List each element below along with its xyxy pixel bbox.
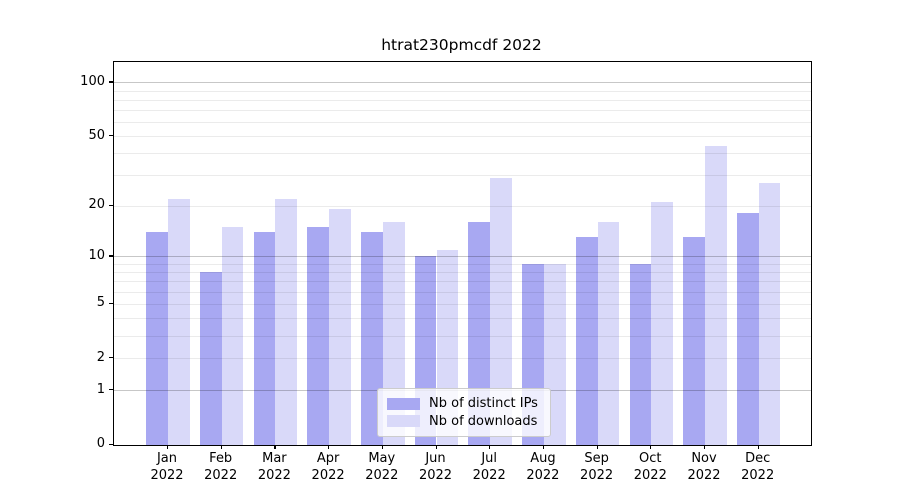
- x-tick-label: Oct 2022: [633, 451, 667, 483]
- legend-row-downloads: Nb of downloads: [387, 413, 542, 431]
- bar-downloads: [275, 198, 298, 445]
- x-tick-label: Jul 2022: [472, 451, 506, 483]
- grid-line: [114, 82, 811, 84]
- grid-line: [114, 110, 811, 112]
- y-tick-mark: [109, 389, 113, 391]
- legend: Nb of distinct IPs Nb of downloads: [377, 388, 551, 437]
- x-tick-mark: [704, 444, 706, 449]
- x-tick-label: Sep 2022: [580, 451, 614, 483]
- y-tick-mark: [109, 357, 113, 359]
- y-tick-label: 1: [96, 381, 105, 397]
- x-tick-label: Dec 2022: [741, 451, 775, 483]
- grid-line: [114, 136, 811, 137]
- y-tick-label: 50: [88, 127, 105, 143]
- x-tick-label: Jun 2022: [418, 451, 453, 483]
- y-tick-label: 100: [80, 73, 105, 89]
- x-tick-label: Aug 2022: [526, 451, 560, 483]
- x-tick-mark: [596, 444, 598, 449]
- legend-swatch-distinct-ips: [387, 397, 420, 410]
- grid-line: [114, 272, 811, 274]
- grid-line: [114, 318, 811, 320]
- x-tick-mark: [220, 444, 222, 449]
- x-tick-label: Jan 2022: [150, 451, 184, 483]
- y-tick-mark: [109, 443, 113, 445]
- y-tick-mark: [109, 302, 113, 305]
- bar-distinct-ips: [199, 272, 222, 445]
- bar-distinct-ips: [736, 213, 759, 445]
- x-tick-label: Nov 2022: [687, 451, 721, 483]
- legend-row-distinct-ips: Nb of distinct IPs: [387, 395, 542, 413]
- x-tick-mark: [381, 444, 383, 449]
- bar-downloads: [168, 198, 190, 445]
- y-tick-mark: [109, 81, 113, 83]
- bar-distinct-ips: [629, 263, 652, 445]
- bar-distinct-ips: [575, 237, 598, 445]
- y-tick-label: 5: [96, 295, 105, 311]
- bar-downloads: [221, 226, 244, 445]
- legend-label-downloads: Nb of downloads: [429, 413, 538, 429]
- bar-downloads: [651, 201, 674, 445]
- bar-downloads: [758, 183, 781, 445]
- x-tick-mark: [489, 444, 491, 449]
- y-tick-mark: [109, 255, 113, 257]
- grid-line: [114, 99, 811, 101]
- grid-line: [114, 205, 811, 207]
- y-tick-mark: [109, 204, 113, 206]
- grid-line: [114, 175, 811, 177]
- x-tick-mark: [757, 444, 759, 449]
- bar-distinct-ips: [253, 232, 276, 445]
- bar-downloads: [705, 145, 727, 445]
- grid-line: [114, 281, 811, 283]
- bar-downloads: [329, 209, 351, 445]
- grid-line: [114, 358, 811, 360]
- x-tick-mark: [650, 444, 652, 449]
- y-tick-label: 10: [88, 247, 105, 263]
- x-tick-label: Mar 2022: [257, 451, 291, 483]
- y-tick-label: 2: [96, 349, 105, 365]
- y-tick-label: 0: [96, 436, 105, 451]
- x-tick-label: Feb 2022: [204, 451, 238, 483]
- bar-distinct-ips: [307, 226, 330, 445]
- grid-line: [114, 122, 811, 123]
- grid-line: [114, 335, 811, 337]
- y-tick-label: 20: [88, 197, 105, 213]
- grid-line: [114, 303, 811, 305]
- x-tick-mark: [328, 444, 330, 449]
- legend-label-distinct-ips: Nb of distinct IPs: [429, 396, 538, 412]
- grid-line: [114, 291, 811, 293]
- grid-line: [114, 90, 811, 92]
- grid-line: [114, 256, 811, 258]
- x-tick-mark: [542, 444, 545, 449]
- y-tick-mark: [109, 135, 113, 137]
- legend-swatch-downloads: [387, 415, 420, 428]
- x-tick-mark: [167, 444, 169, 449]
- grid-line: [114, 153, 811, 155]
- x-tick-label: May 2022: [365, 451, 399, 483]
- chart-title: htrat230pmcdf 2022: [381, 36, 542, 54]
- grid-line: [114, 263, 811, 265]
- bar-downloads: [490, 177, 512, 445]
- x-tick-label: Apr 2022: [311, 451, 345, 483]
- x-tick-mark: [274, 444, 276, 449]
- bar-downloads: [597, 222, 620, 445]
- bar-distinct-ips: [683, 237, 705, 445]
- x-tick-mark: [435, 444, 437, 449]
- bar-distinct-ips: [146, 232, 168, 445]
